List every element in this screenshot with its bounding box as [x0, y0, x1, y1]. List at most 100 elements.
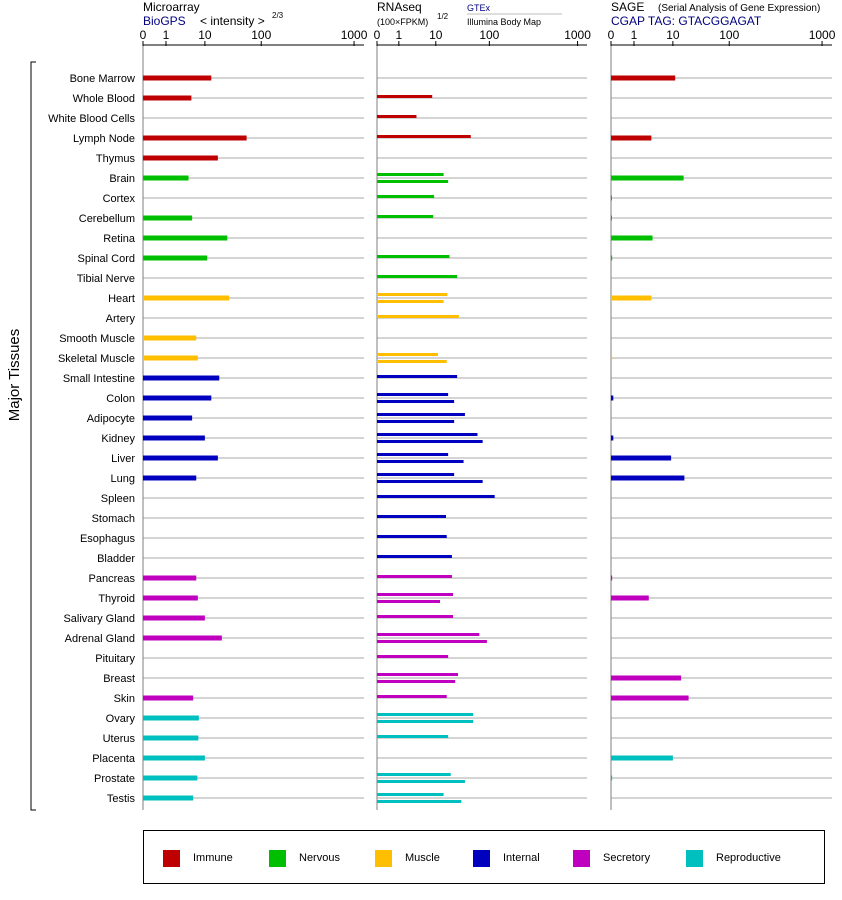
bar: [377, 600, 441, 603]
tissue-label: Prostate: [94, 773, 135, 785]
bar: [143, 95, 192, 101]
bar: [611, 175, 684, 181]
bar: [611, 295, 652, 301]
legend-swatch: [163, 849, 180, 867]
tissue-label: Artery: [106, 313, 136, 325]
sage-title: SAGE: [611, 0, 644, 14]
bar: [377, 735, 449, 738]
bar: [377, 95, 433, 98]
bar: [377, 640, 487, 643]
legend-item-nervous: Nervous: [269, 849, 340, 867]
legend-swatch: [473, 849, 490, 867]
bar: [377, 255, 450, 258]
tissue-label: Liver: [111, 453, 135, 465]
tissue-label: White Blood Cells: [48, 113, 135, 125]
bar: [143, 455, 218, 461]
bar: [611, 135, 652, 141]
bar: [611, 455, 672, 461]
bar: [143, 255, 208, 261]
bar: [143, 215, 193, 221]
bar: [611, 755, 673, 761]
bars: [143, 75, 689, 803]
bar: [377, 393, 449, 396]
bar: [377, 473, 455, 476]
tissue-label: Heart: [108, 293, 135, 305]
bar: [611, 235, 653, 241]
tissue-label: Stomach: [92, 513, 135, 525]
legend-item-secretory: Secretory: [573, 849, 650, 867]
tissue-label: Pituitary: [95, 653, 135, 665]
tissue-label: Smooth Muscle: [59, 333, 135, 345]
bar: [377, 353, 439, 356]
bar: [377, 615, 454, 618]
legend-label: Muscle: [405, 852, 440, 864]
tick-label: 100: [479, 28, 499, 42]
bar: [611, 595, 649, 601]
bar: [377, 375, 458, 378]
tissue-label: Pancreas: [89, 573, 136, 585]
tissue-label: Esophagus: [80, 533, 136, 545]
bar: [611, 195, 612, 201]
tissue-label: Adipocyte: [87, 413, 135, 425]
bar: [377, 215, 434, 218]
bar: [377, 680, 456, 683]
legend-label: Nervous: [299, 852, 340, 864]
legend-swatch: [686, 849, 703, 867]
bar: [377, 293, 448, 296]
tick-label: 1: [395, 28, 402, 42]
microarray-source: BioGPS: [143, 14, 186, 28]
tissue-label: Lymph Node: [73, 133, 135, 145]
bar: [143, 795, 194, 801]
rnaseq-title: RNAseq: [377, 0, 422, 14]
bar: [143, 635, 222, 641]
tick-label: 100: [719, 28, 739, 42]
tissue-label: Colon: [106, 393, 135, 405]
tissue-label: Skeletal Muscle: [58, 353, 135, 365]
bar: [143, 755, 205, 761]
y-axis-bracket-line: [30, 61, 36, 811]
bar: [143, 435, 205, 441]
bar: [143, 175, 189, 181]
bar: [143, 355, 198, 361]
tissue-label: Ovary: [106, 713, 136, 725]
tissue-label: Breast: [103, 673, 135, 685]
bar: [143, 335, 197, 341]
microarray-unit: < intensity >: [200, 14, 265, 28]
bar: [143, 415, 193, 421]
bar: [377, 453, 449, 456]
legend-label: Internal: [503, 852, 540, 864]
bar: [611, 575, 613, 581]
bar: [143, 395, 212, 401]
bar: [143, 575, 197, 581]
bar: [377, 420, 455, 423]
bar: [377, 793, 444, 796]
microarray-title: Microarray: [143, 0, 200, 14]
bar: [377, 413, 465, 416]
bar: [611, 775, 613, 781]
tick-label: 10: [429, 28, 443, 42]
tissue-label: Cortex: [103, 193, 136, 205]
bar: [377, 300, 444, 303]
bar: [377, 800, 462, 803]
bar: [377, 773, 451, 776]
bar: [143, 75, 212, 81]
bar: [143, 235, 228, 241]
bar: [611, 475, 685, 481]
bar: [377, 433, 478, 436]
legend-item-immune: Immune: [163, 849, 233, 867]
tick-label: 100: [251, 28, 271, 42]
bar: [377, 195, 435, 198]
tissue-label: Placenta: [92, 753, 136, 765]
microarray-unit-exp: 2/3: [272, 11, 284, 20]
legend-swatch: [573, 849, 590, 867]
axes: 0 1 10 100 1000 0 1 10 100 1000 0 1 10 100 1000: [140, 28, 836, 810]
bar: [611, 75, 676, 81]
bar: [143, 735, 199, 741]
bar: [377, 575, 452, 578]
bar: [377, 115, 417, 118]
bar: [611, 675, 682, 681]
bar: [143, 615, 205, 621]
tissue-label: Thyroid: [98, 593, 135, 605]
